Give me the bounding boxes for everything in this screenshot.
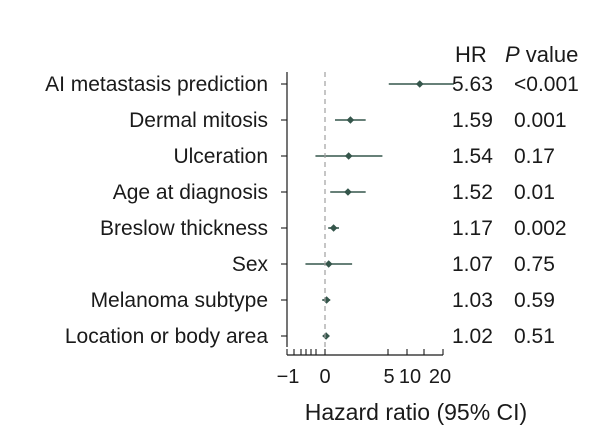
row-label: Melanoma subtype	[91, 289, 268, 312]
hr-value: 1.02	[452, 325, 493, 348]
forest-row: Breslow thickness 1.17 0.002	[100, 217, 567, 240]
hr-point	[415, 80, 424, 88]
hr-value: 1.52	[452, 181, 493, 204]
hr-value: 5.63	[452, 73, 493, 96]
p-value: 0.001	[514, 109, 567, 132]
p-value: 0.59	[514, 289, 555, 312]
column-headers: HR P value	[455, 42, 578, 67]
row-label: Sex	[232, 253, 269, 276]
hr-value: 1.17	[452, 217, 493, 240]
hr-point	[322, 332, 330, 340]
x-tick-label: −1	[277, 366, 300, 388]
x-tick-label: 0	[319, 366, 330, 388]
forest-row: Age at diagnosis 1.52 0.01	[113, 181, 555, 204]
forest-row: Sex 1.07 0.75	[232, 253, 555, 276]
p-value: 0.002	[514, 217, 567, 240]
hr-value: 1.07	[452, 253, 493, 276]
row-label: Age at diagnosis	[113, 181, 268, 204]
hr-value: 1.59	[452, 109, 493, 132]
row-label: AI metastasis prediction	[45, 73, 268, 96]
p-value: 0.75	[514, 253, 555, 276]
hr-value: 1.03	[452, 289, 493, 312]
hr-point	[329, 224, 338, 232]
forest-row: AI metastasis prediction 5.63 <0.001	[45, 73, 579, 96]
x-axis: −1 0 5 10 20	[277, 72, 451, 388]
forest-row: Melanoma subtype 1.03 0.59	[91, 289, 555, 312]
hr-point	[322, 296, 331, 304]
forest-row: Ulceration 1.54 0.17	[173, 145, 554, 168]
row-label: Ulceration	[173, 145, 268, 168]
x-tick-label: 10	[399, 366, 421, 388]
hr-point	[324, 260, 333, 268]
x-tick-label: 5	[383, 366, 394, 388]
hr-column-header: HR	[455, 42, 487, 67]
p-value: 0.51	[514, 325, 555, 348]
p-value: 0.01	[514, 181, 555, 204]
x-axis-label: Hazard ratio (95% CI)	[305, 399, 527, 425]
x-tick-label: 20	[429, 366, 451, 388]
p-value-column-header: P value	[505, 42, 578, 67]
hr-point	[346, 116, 355, 124]
p-value: 0.17	[514, 145, 555, 168]
row-label: Breslow thickness	[100, 217, 268, 240]
p-value-suffix: value	[520, 42, 579, 67]
hr-point	[344, 152, 353, 160]
hr-point	[344, 188, 352, 196]
row-label: Dermal mitosis	[129, 109, 268, 132]
row-label: Location or body area	[65, 325, 268, 348]
forest-row: Dermal mitosis 1.59 0.001	[129, 109, 566, 132]
p-value: <0.001	[514, 73, 579, 96]
forest-rows: AI metastasis prediction 5.63 <0.001 Dermal…	[45, 73, 579, 348]
forest-row: Location or body area 1.02 0.51	[65, 325, 555, 348]
hr-value: 1.54	[452, 145, 493, 168]
p-italic: P	[505, 42, 520, 67]
